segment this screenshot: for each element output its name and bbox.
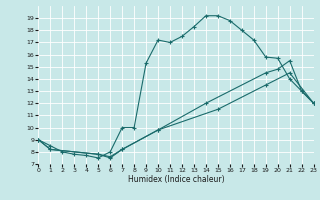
X-axis label: Humidex (Indice chaleur): Humidex (Indice chaleur) — [128, 175, 224, 184]
